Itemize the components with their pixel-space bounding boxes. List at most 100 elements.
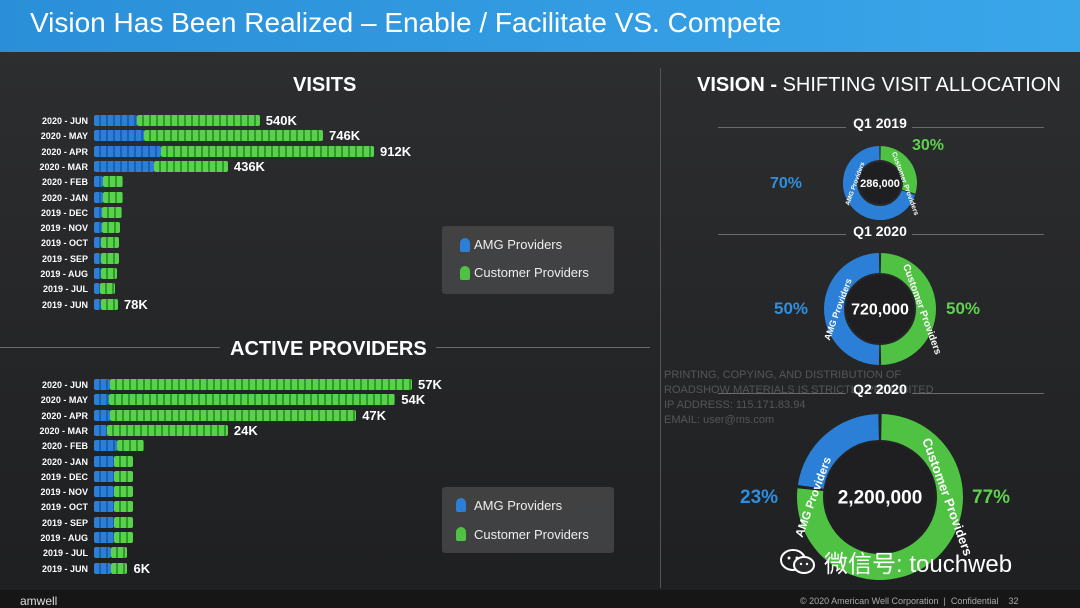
amg-bar [94,501,114,513]
row-label: 2020 - MAR [39,425,88,436]
providers-legend: AMG Providers Customer Providers [442,487,614,553]
row-label: 2019 - DEC [40,471,88,482]
bar-value-label: 912K [380,143,412,159]
amg-bar [94,237,102,249]
amg-bar [94,455,114,467]
divider-left [0,347,220,348]
row-label: 2020 - MAR [39,161,88,172]
q2-2020-rule-left [718,393,846,394]
customer-bar [110,547,128,559]
customer-bar [110,562,128,574]
row-label: 2020 - JAN [41,192,88,203]
amg-person-icon [460,238,470,252]
row-label: 2020 - JUN [41,116,88,126]
customer-bar [107,424,228,436]
customer-bar [102,191,124,203]
footer-info: © 2020 American Well Corporation | Confi… [800,596,1019,606]
amg-bar [94,470,114,482]
customer-bar [113,532,134,543]
customer-bar [101,237,119,249]
footer [0,590,1080,608]
amg-bar [94,145,162,157]
vision-title-bold: VISION - [697,74,778,96]
amg-bar [94,379,110,390]
amg-bar [94,160,155,172]
quarter-label: Q2 2020 [853,381,907,397]
wechat-icon [780,549,815,574]
customer-arc [797,414,963,580]
row-label: 2019 - OCT [40,502,88,513]
customer-arc [880,146,917,194]
bar-value-label: 57K [418,377,442,392]
row-label: 2019 - JUN [41,299,88,310]
row-label: 2020 - JUN [41,380,88,390]
amg-percent: 23% [740,487,778,508]
customer-bar [101,222,121,234]
bar-value-label: 6K [133,560,151,576]
row-label: 2020 - APR [41,410,88,421]
amg-bar [94,222,102,234]
bar-value-label: 47K [362,407,387,423]
amg-bar [94,268,101,279]
amg-bar [94,409,110,421]
customer-bar [116,440,145,452]
customer-bar [137,115,260,126]
donut-total: 2,200,000 [838,488,923,509]
row-label: 2020 - JAN [41,456,88,467]
amg-bar [94,130,145,142]
row-label: 2019 - AUG [40,269,88,279]
customer-bar [113,455,134,467]
customer-bar [109,379,412,390]
amg-bar [94,176,103,188]
legend-amg-label: AMG Providers [474,237,563,252]
title-bar [0,0,1080,52]
visits-legend: AMG Providers Customer Providers [442,226,614,294]
customer-bar [102,206,123,218]
amg-bar [94,532,114,543]
row-label: 2019 - SEP [41,517,88,528]
q1-2019-rule-right [912,127,1044,128]
amg-bar [94,394,110,406]
customer-bar [113,501,134,513]
q1-2019-rule-left [718,127,846,128]
bar-value-label: 24K [233,422,258,438]
amg-bar [94,115,138,126]
amg-bar [94,283,101,295]
amg-bar [94,547,111,559]
amg-bar [94,191,103,203]
customer-bar [113,486,134,498]
q1-2020-rule-right [912,234,1044,235]
row-label: 2019 - NOV [40,223,88,234]
amg-arc [843,146,915,220]
row-label: 2019 - JUL [42,284,88,295]
amg-arc [824,253,880,365]
legend-amg-label: AMG Providers [474,498,563,513]
amg-bar [94,486,114,498]
customer-bar [101,298,118,310]
row-label: 2020 - FEB [41,441,88,452]
amg-bar [94,206,103,218]
amg-bar [94,516,114,528]
customer-bar [109,409,357,421]
q2-2020-rule-right [912,393,1044,394]
amwell-logo: amwell [20,594,58,608]
legend-customer-label: Customer Providers [474,527,589,542]
customer-bar [102,176,124,188]
bar-value-label: 78K [123,296,148,312]
vision-title: VISION - SHIFTING VISIT ALLOCATION [697,74,1061,97]
bar-value-label: 54K [401,392,426,408]
page-title: Vision Has Been Realized – Enable / Faci… [30,7,782,38]
customer-bar [144,130,324,142]
donut-total: 720,000 [851,302,909,319]
row-label: 2019 - DEC [40,207,88,218]
customer-provider-icon [456,527,466,541]
bar-value-label: 746K [329,128,361,144]
row-label: 2019 - JUN [41,563,88,574]
amg-bar [94,298,102,310]
wechat-id: 微信号: touchweb [824,551,1013,578]
row-label: 2020 - APR [41,146,88,157]
quarter-label: Q1 2019 [853,115,907,131]
row-label: 2020 - MAY [40,395,88,406]
